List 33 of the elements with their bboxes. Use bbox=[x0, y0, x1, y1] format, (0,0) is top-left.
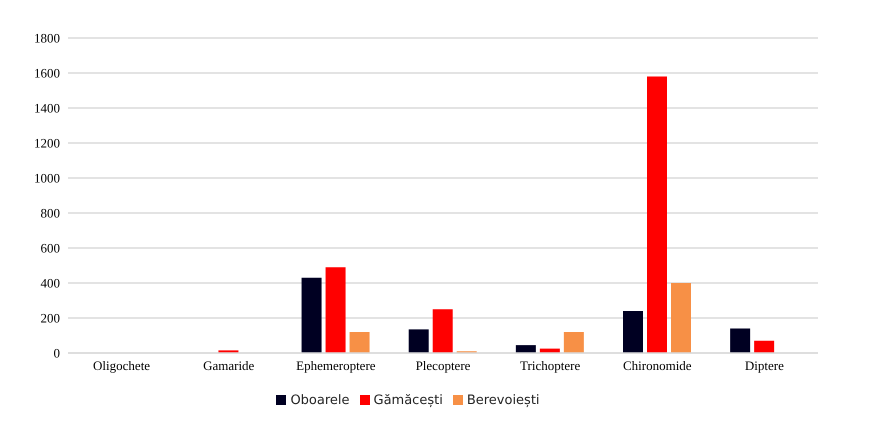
y-tick-label: 600 bbox=[40, 240, 60, 256]
bar bbox=[408, 329, 429, 353]
bar bbox=[302, 278, 322, 353]
y-tick-label: 0 bbox=[54, 346, 60, 361]
legend-label: Oboarele bbox=[290, 393, 350, 408]
bar bbox=[564, 332, 584, 353]
x-tick-label: Trichoptere bbox=[520, 358, 580, 374]
legend-label: Gămăcești bbox=[374, 393, 443, 408]
y-tick-label: 1200 bbox=[34, 136, 60, 151]
y-tick-label: 1800 bbox=[34, 30, 60, 46]
legend-label: Berevoiești bbox=[466, 393, 540, 408]
bar bbox=[516, 345, 536, 353]
bar bbox=[754, 340, 774, 353]
y-tick-label: 1400 bbox=[34, 100, 60, 116]
bar bbox=[432, 309, 453, 353]
x-tick-label: Oligochete bbox=[93, 358, 150, 374]
bar bbox=[647, 76, 667, 353]
bar bbox=[671, 283, 691, 353]
x-tick-label: Ephemeroptere bbox=[296, 358, 376, 374]
y-tick-label: 1000 bbox=[34, 170, 60, 186]
y-tick-label: 800 bbox=[40, 206, 60, 221]
y-tick-label: 1600 bbox=[34, 66, 60, 81]
bar bbox=[730, 328, 750, 353]
bar bbox=[623, 311, 643, 353]
y-tick-label: 400 bbox=[40, 276, 60, 291]
bar bbox=[326, 267, 346, 353]
x-tick-label: Chironomide bbox=[622, 358, 692, 374]
x-tick-label: Diptere bbox=[744, 358, 784, 374]
bar bbox=[540, 348, 560, 353]
bar bbox=[350, 332, 370, 353]
y-tick-label: 200 bbox=[40, 310, 60, 326]
x-tick-label: Plecoptere bbox=[416, 358, 471, 374]
x-tick-label: Gamaride bbox=[203, 358, 255, 374]
